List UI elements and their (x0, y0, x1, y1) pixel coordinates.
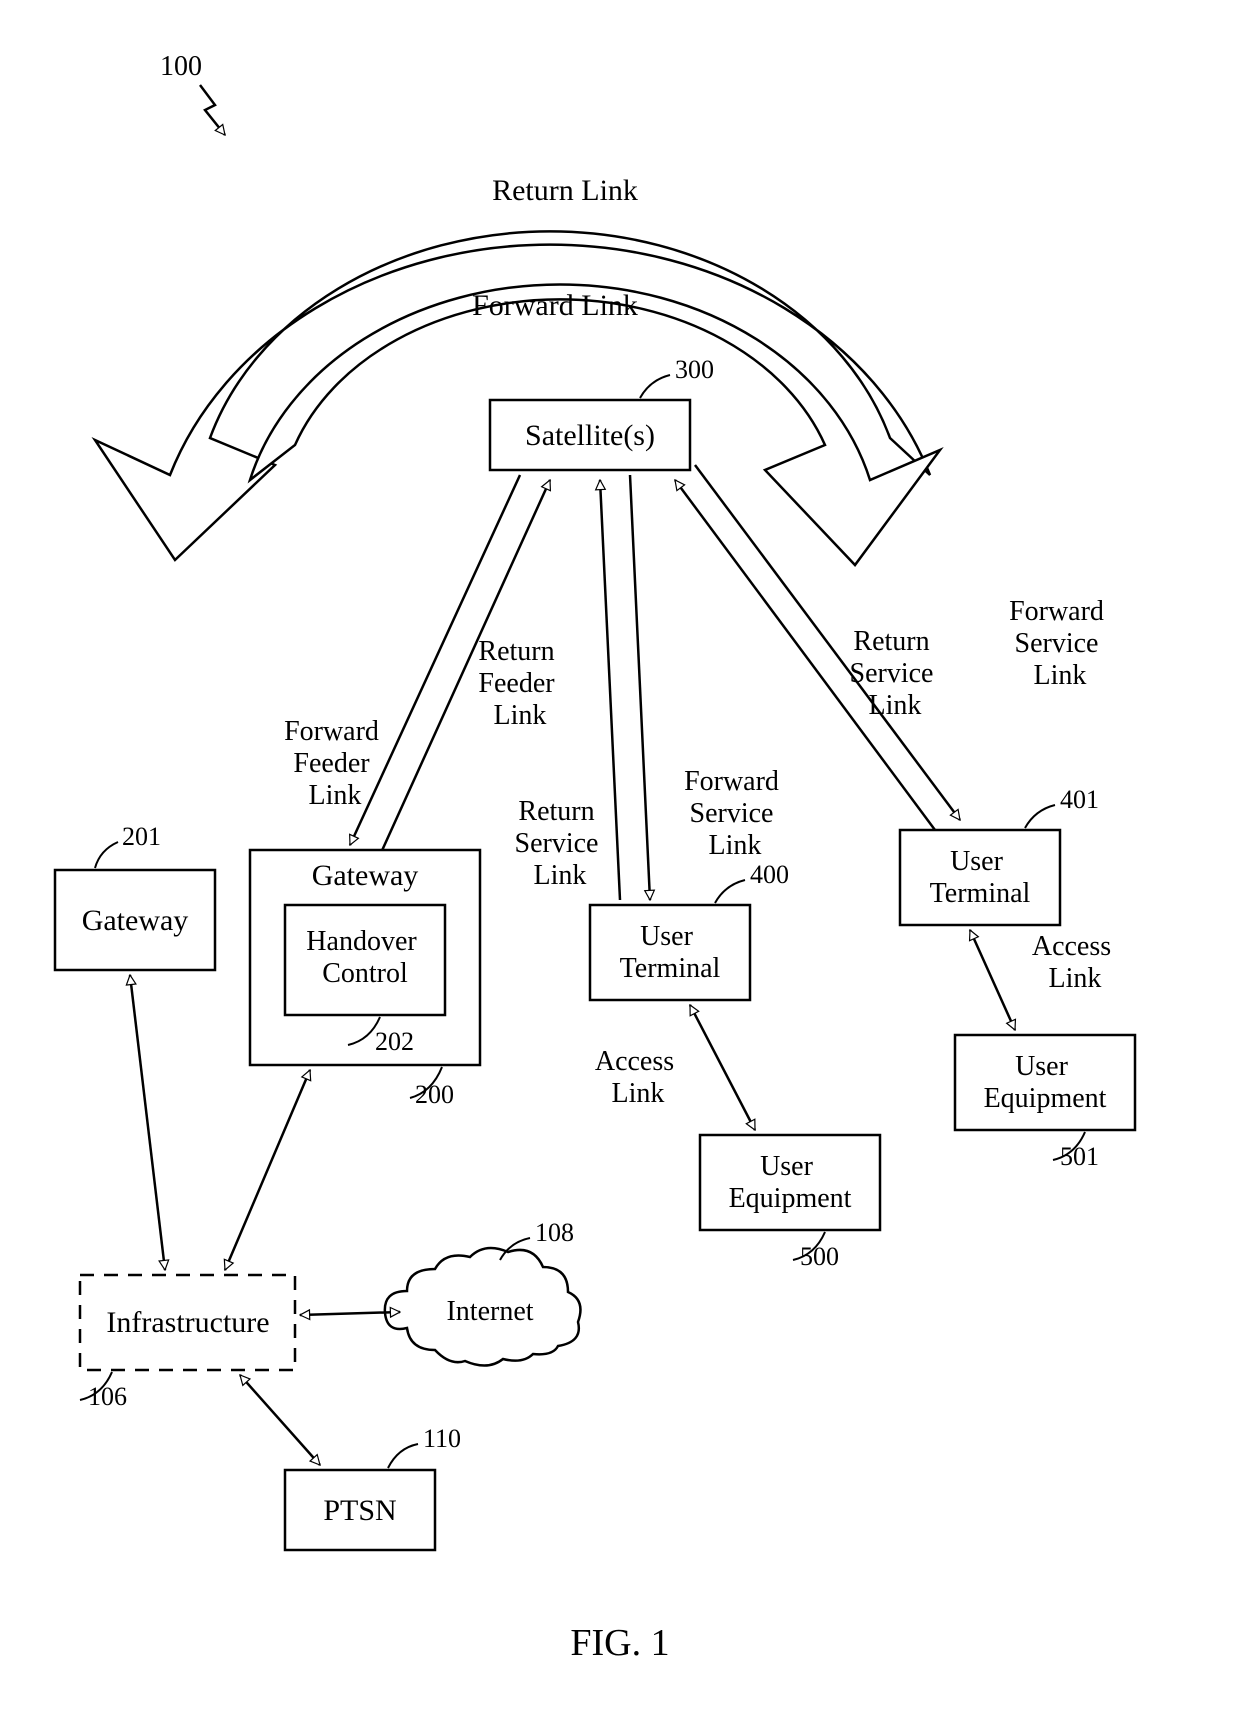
access-link-a (690, 1005, 755, 1130)
fwd-feeder-label: Forward Feeder Link (284, 716, 386, 811)
satellite-label: Satellite(s) (525, 419, 655, 452)
fwd-service-b-label: Forward Service Link (1009, 596, 1111, 691)
ret-service-b-label: Return Service Link (850, 626, 941, 721)
infra-ptsn-link (240, 1375, 320, 1465)
gateway-201-box: Gateway (55, 870, 215, 970)
ref-400-leader (715, 880, 745, 903)
ut-400-box: User Terminal (590, 905, 750, 1000)
ref-501: 501 (1060, 1142, 1099, 1171)
gateway-200-label: Gateway (312, 859, 419, 892)
ref-300-leader (640, 375, 670, 398)
ref-200: 200 (415, 1080, 454, 1109)
ref-100: 100 (160, 51, 202, 82)
satellite-box: Satellite(s) (490, 400, 690, 470)
ptsn-label: PTSN (323, 1494, 396, 1527)
ret-service-a-label: Return Service Link (515, 796, 606, 891)
ptsn-box: PTSN (285, 1470, 435, 1550)
internet-label: Internet (446, 1296, 533, 1327)
ref-110: 110 (423, 1424, 461, 1453)
internet-cloud: Internet (385, 1248, 581, 1366)
ref-201: 201 (122, 822, 161, 851)
access-a-label: Access Link (595, 1046, 681, 1109)
gateway-200-box: Gateway Handover Control (250, 850, 480, 1065)
ref-401: 401 (1060, 785, 1099, 814)
fwd-service-a-link (630, 475, 650, 900)
ref-106: 106 (88, 1382, 127, 1411)
ref-500: 500 (800, 1242, 839, 1271)
ue-500-box: User Equipment (700, 1135, 880, 1230)
infrastructure-box: Infrastructure (80, 1275, 295, 1370)
ref-401-leader (1025, 805, 1055, 828)
return-link-label: Return Link (492, 174, 638, 207)
ref-110-leader (388, 1444, 418, 1468)
handover-label: Handover Control (306, 926, 423, 989)
infrastructure-label: Infrastructure (106, 1306, 269, 1339)
forward-link-label: Forward Link (472, 289, 638, 322)
ue-501-box: User Equipment (955, 1035, 1135, 1130)
ref-300: 300 (675, 355, 714, 384)
ref-108: 108 (535, 1218, 574, 1247)
ref-400: 400 (750, 860, 789, 889)
figure-label: FIG. 1 (570, 1622, 669, 1664)
gw201-infra-link (130, 975, 165, 1270)
ut-401-box: User Terminal (900, 830, 1060, 925)
ref-201-leader (95, 842, 118, 868)
ret-feeder-label: Return Feeder Link (478, 636, 561, 731)
fwd-service-a-label: Forward Service Link (684, 766, 786, 861)
gw200-infra-link (225, 1070, 310, 1270)
ref-100-arrow (200, 85, 225, 135)
ref-202: 202 (375, 1027, 414, 1056)
gateway-201-label: Gateway (82, 904, 189, 937)
access-b-label: Access Link (1032, 931, 1118, 994)
access-link-b (970, 930, 1015, 1030)
